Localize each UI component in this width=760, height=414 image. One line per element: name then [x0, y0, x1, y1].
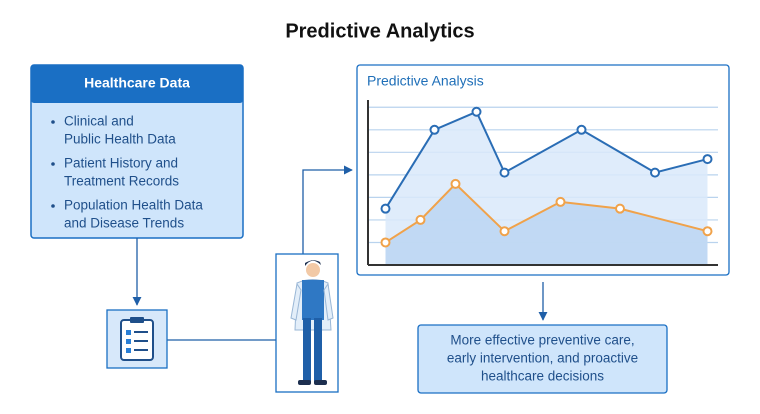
bullet — [51, 204, 55, 208]
arrow — [302, 165, 353, 254]
chart-title: Predictive Analysis — [367, 73, 484, 89]
area — [385, 183, 708, 265]
source-item: Treatment Records — [64, 174, 179, 189]
data-point — [615, 203, 625, 214]
data-point — [555, 196, 566, 207]
source-item: Clinical and — [64, 114, 134, 129]
data-point — [702, 226, 713, 237]
outcome-line: early intervention, and proactive — [447, 351, 638, 366]
chart — [367, 100, 718, 266]
bullet — [51, 162, 55, 166]
source-item: and Disease Trends — [64, 216, 184, 231]
outcome-text: More effective preventive care, early int… — [447, 333, 638, 384]
data-point — [576, 124, 587, 135]
source-title: Healthcare Data — [84, 75, 190, 91]
data-point — [650, 167, 660, 178]
data-point — [471, 106, 482, 117]
data-point — [499, 226, 510, 237]
data-point — [702, 154, 713, 165]
page-title: Predictive Analytics — [285, 20, 474, 42]
data-point — [429, 124, 440, 135]
source-item: Population Health Data — [64, 198, 203, 213]
clipboard-icon — [106, 309, 168, 369]
data-point — [415, 214, 426, 225]
bullet — [51, 120, 55, 124]
data-point — [499, 167, 510, 178]
source-header — [31, 65, 243, 103]
outcome-box — [417, 324, 668, 394]
source-items: Clinical and Public Health Data Patient Hi… — [51, 114, 203, 231]
data-point — [380, 237, 391, 248]
data-point — [450, 178, 461, 189]
doctor-illustration — [275, 253, 339, 393]
outcome-line: healthcare decisions — [481, 369, 604, 384]
source-item: Patient History and — [64, 156, 178, 171]
outcome-line: More effective preventive care, — [450, 333, 634, 348]
data-point — [380, 203, 391, 214]
source-item: Public Health Data — [64, 132, 176, 147]
